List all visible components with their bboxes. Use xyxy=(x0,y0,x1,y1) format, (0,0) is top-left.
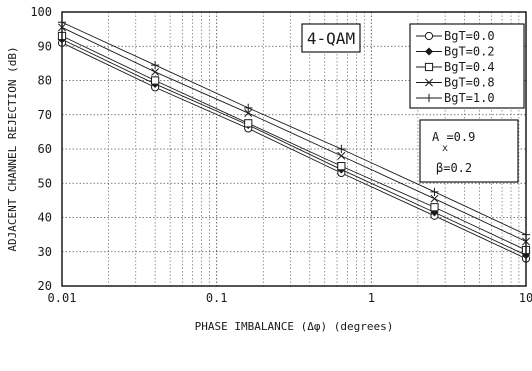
series-line xyxy=(61,35,527,251)
data-point xyxy=(151,60,160,70)
legend-label: BgT=0.2 xyxy=(444,45,495,59)
series-line xyxy=(61,38,527,256)
amplitude-param-subscript: x xyxy=(442,143,448,154)
legend-label: BgT=0.0 xyxy=(444,29,495,43)
x-axis-label: PHASE IMBALANCE (Δφ) (degrees) xyxy=(195,320,394,333)
legend-label: BgT=0.8 xyxy=(444,76,495,90)
modulation-label: 4-QAM xyxy=(307,29,355,48)
legend-marker xyxy=(424,47,434,56)
y-tick-label: 60 xyxy=(38,142,52,156)
y-tick-label: 40 xyxy=(38,211,52,225)
series-line xyxy=(61,21,527,236)
x-tick-label: 0.01 xyxy=(48,291,77,305)
data-point xyxy=(244,103,253,112)
data-point xyxy=(151,76,160,85)
data-point xyxy=(430,194,439,203)
series-line xyxy=(61,42,527,260)
data-point xyxy=(337,162,346,171)
x-tick-label: 1 xyxy=(368,291,375,305)
data-point xyxy=(151,67,160,76)
legend-item: BgT=0.8 xyxy=(416,76,495,90)
data-point xyxy=(430,187,439,196)
legend-item: BgT=0.2 xyxy=(416,45,495,59)
data-point xyxy=(430,203,439,212)
legend-item: BgT=0.0 xyxy=(416,29,495,43)
y-tick-label: 90 xyxy=(38,39,52,53)
modulation-label-box: 4-QAM xyxy=(301,23,361,53)
y-tick-label: 80 xyxy=(38,74,52,88)
tick-labels: 20 30 40 50 60 70 80 90 100 0.01 0.1 1 10 xyxy=(30,5,532,305)
x-tick-label: 10 xyxy=(519,291,532,305)
data-point xyxy=(337,144,346,154)
y-tick-label: 100 xyxy=(30,5,52,19)
data-point xyxy=(337,151,346,160)
legend-marker xyxy=(424,31,434,41)
x-tick-label: 0.1 xyxy=(206,291,228,305)
y-tick-label: 30 xyxy=(38,245,52,259)
legend-marker xyxy=(424,62,434,72)
plot-frame xyxy=(61,11,527,287)
legend-marker xyxy=(425,78,433,87)
amplitude-param: A =0.9 xyxy=(432,130,475,144)
y-tick-label: 20 xyxy=(38,279,52,293)
beta-param: β=0.2 xyxy=(436,161,472,175)
parameter-box: A =0.9 x β=0.2 xyxy=(419,119,519,183)
legend-label: BgT=0.4 xyxy=(444,60,495,74)
data-point xyxy=(244,119,253,128)
legend-item: BgT=1.0 xyxy=(416,91,495,105)
y-axis-label: ADJACENT CHANNEL REJECTION (dB) xyxy=(6,46,19,251)
series-x xyxy=(58,23,530,246)
y-tick-label: 70 xyxy=(38,108,52,122)
series-line xyxy=(61,27,527,242)
legend-item: BgT=0.4 xyxy=(416,60,495,74)
legend-marker xyxy=(424,93,434,103)
grid-lines xyxy=(62,12,526,286)
legend-label: BgT=1.0 xyxy=(444,91,495,105)
data-point xyxy=(244,109,253,117)
y-tick-label: 50 xyxy=(38,176,52,190)
